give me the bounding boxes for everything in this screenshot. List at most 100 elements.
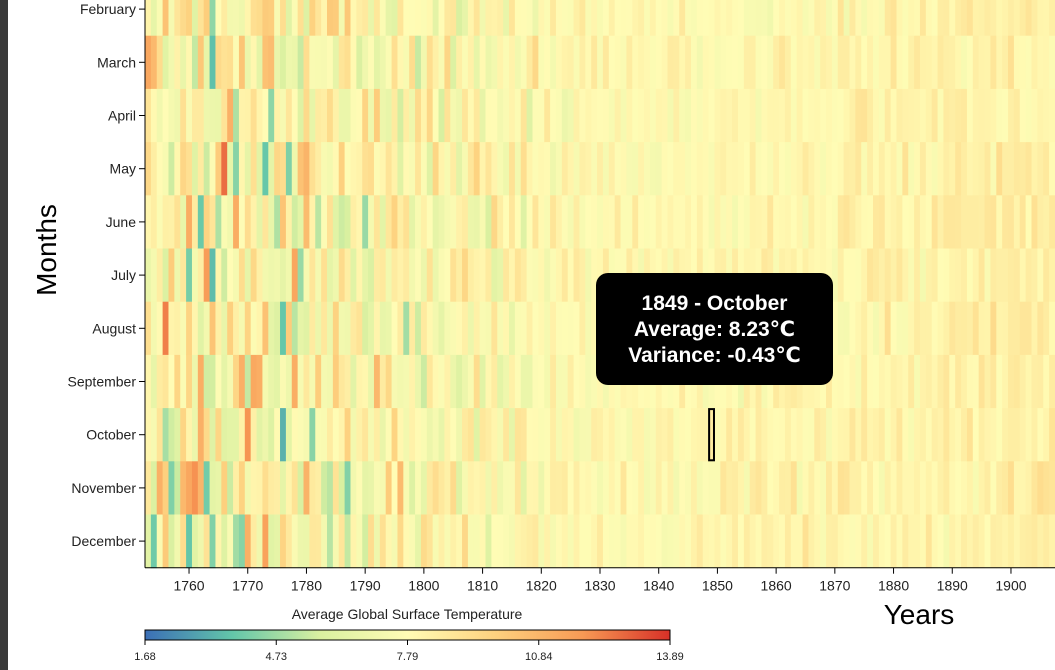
heatmap-cell[interactable] <box>356 514 363 569</box>
heatmap-cell[interactable] <box>720 142 727 196</box>
heatmap-cell[interactable] <box>221 461 228 515</box>
heatmap-cell[interactable] <box>550 88 557 143</box>
heatmap-cell[interactable] <box>197 461 205 515</box>
heatmap-cell[interactable] <box>356 301 363 356</box>
heatmap-cell[interactable] <box>373 301 381 356</box>
heatmap-cell[interactable] <box>784 88 792 143</box>
heatmap-cell[interactable] <box>861 35 868 90</box>
heatmap-cell[interactable] <box>550 354 557 409</box>
heatmap-cell[interactable] <box>203 514 211 569</box>
heatmap-cell[interactable] <box>784 0 792 37</box>
heatmap-cell[interactable] <box>473 195 481 249</box>
heatmap-cell[interactable] <box>538 354 545 409</box>
heatmap-cell[interactable] <box>332 88 340 143</box>
heatmap-cell[interactable] <box>450 354 457 409</box>
heatmap-cell[interactable] <box>1049 354 1055 409</box>
heatmap-cell[interactable] <box>1008 88 1015 143</box>
heatmap-cell[interactable] <box>661 408 669 462</box>
heatmap-cell[interactable] <box>931 195 939 249</box>
heatmap-cell[interactable] <box>309 35 316 90</box>
heatmap-cell[interactable] <box>602 408 610 462</box>
heatmap-cell[interactable] <box>174 88 181 143</box>
heatmap-cell[interactable] <box>391 35 399 90</box>
heatmap-cell[interactable] <box>426 248 434 303</box>
heatmap-cell[interactable] <box>479 248 487 303</box>
heatmap-cell[interactable] <box>908 408 915 462</box>
heatmap-cell[interactable] <box>649 35 657 90</box>
heatmap-cell[interactable] <box>790 88 798 143</box>
heatmap-cell[interactable] <box>450 408 457 462</box>
heatmap-cell[interactable] <box>197 514 205 569</box>
heatmap-cell[interactable] <box>221 248 228 303</box>
heatmap-cell[interactable] <box>156 408 164 462</box>
heatmap-cell[interactable] <box>432 35 440 90</box>
heatmap-cell[interactable] <box>902 354 909 409</box>
heatmap-cell[interactable] <box>808 408 815 462</box>
heatmap-cell[interactable] <box>943 408 950 462</box>
heatmap-cell[interactable] <box>1025 408 1033 462</box>
heatmap-cell[interactable] <box>966 461 974 515</box>
heatmap-cell[interactable] <box>203 0 211 37</box>
heatmap-cell[interactable] <box>955 0 962 37</box>
heatmap-cell[interactable] <box>362 461 369 515</box>
heatmap-cell[interactable] <box>426 195 434 249</box>
heatmap-cell[interactable] <box>737 461 745 515</box>
heatmap-cell[interactable] <box>174 248 181 303</box>
heatmap-cell[interactable] <box>321 408 328 462</box>
heatmap-cell[interactable] <box>767 35 774 90</box>
heatmap-cell[interactable] <box>162 461 170 515</box>
heatmap-cell[interactable] <box>890 461 898 515</box>
heatmap-cell[interactable] <box>726 461 733 515</box>
heatmap-cell[interactable] <box>702 88 710 143</box>
heatmap-cell[interactable] <box>561 0 569 37</box>
heatmap-cell[interactable] <box>755 88 763 143</box>
heatmap-cell[interactable] <box>403 354 410 409</box>
heatmap-cell[interactable] <box>197 195 205 249</box>
heatmap-cell[interactable] <box>878 0 886 37</box>
heatmap-cell[interactable] <box>1002 408 1009 462</box>
heatmap-cell[interactable] <box>937 142 945 196</box>
heatmap-cell[interactable] <box>432 354 440 409</box>
heatmap-cell[interactable] <box>737 195 745 249</box>
heatmap-cell[interactable] <box>679 408 686 462</box>
heatmap-cell[interactable] <box>1008 408 1015 462</box>
heatmap-cell[interactable] <box>415 195 422 249</box>
heatmap-cell[interactable] <box>831 408 839 462</box>
heatmap-cell[interactable] <box>925 354 933 409</box>
heatmap-cell[interactable] <box>755 514 763 569</box>
heatmap-cell[interactable] <box>456 408 463 462</box>
heatmap-cell[interactable] <box>156 354 164 409</box>
heatmap-cell[interactable] <box>491 88 498 143</box>
heatmap-cell[interactable] <box>285 408 293 462</box>
heatmap-cell[interactable] <box>315 514 322 569</box>
heatmap-cell[interactable] <box>743 35 751 90</box>
heatmap-cell[interactable] <box>250 0 258 37</box>
heatmap-cell[interactable] <box>385 354 393 409</box>
heatmap-cell[interactable] <box>1025 35 1033 90</box>
heatmap-cell[interactable] <box>961 461 968 515</box>
heatmap-cell[interactable] <box>914 301 921 356</box>
heatmap-cell[interactable] <box>773 0 780 37</box>
heatmap-cell[interactable] <box>855 0 862 37</box>
heatmap-cell[interactable] <box>902 0 909 37</box>
heatmap-cell[interactable] <box>849 514 856 569</box>
heatmap-cell[interactable] <box>467 514 475 569</box>
heatmap-cell[interactable] <box>309 88 316 143</box>
heatmap-cell[interactable] <box>479 0 487 37</box>
heatmap-cell[interactable] <box>145 142 152 196</box>
heatmap-cell[interactable] <box>943 195 950 249</box>
heatmap-cell[interactable] <box>280 35 287 90</box>
heatmap-cell[interactable] <box>896 88 903 143</box>
heatmap-cell[interactable] <box>409 88 416 143</box>
heatmap-cell[interactable] <box>344 514 352 569</box>
heatmap-cell[interactable] <box>937 354 945 409</box>
heatmap-cell[interactable] <box>896 461 903 515</box>
heatmap-cell[interactable] <box>644 0 651 37</box>
heatmap-cell[interactable] <box>274 0 281 37</box>
heatmap-cell[interactable] <box>767 0 774 37</box>
heatmap-cell[interactable] <box>873 142 880 196</box>
heatmap-cell[interactable] <box>379 195 387 249</box>
heatmap-cell[interactable] <box>990 248 997 303</box>
heatmap-cell[interactable] <box>620 514 628 569</box>
heatmap-cell[interactable] <box>309 354 316 409</box>
